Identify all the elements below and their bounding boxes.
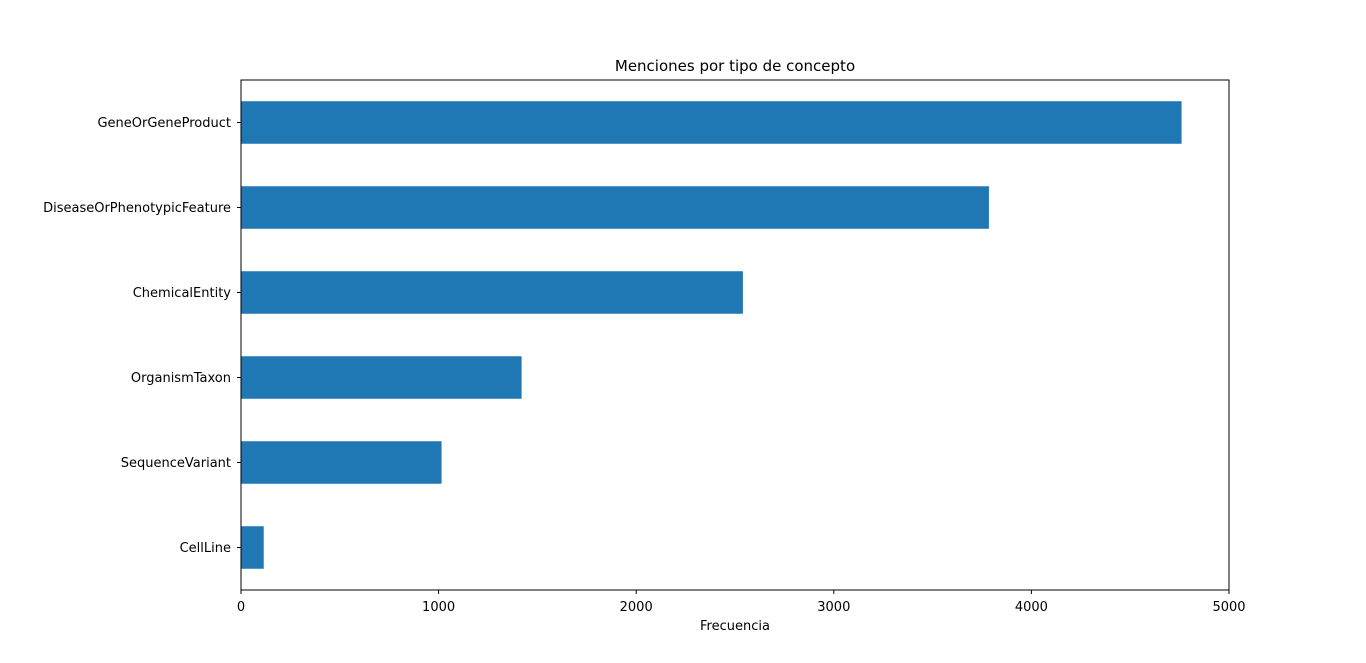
chart-title: Menciones por tipo de concepto bbox=[615, 57, 855, 75]
x-axis-label: Frecuencia bbox=[700, 619, 770, 634]
y-tick-label: ChemicalEntity bbox=[133, 286, 232, 301]
x-axis: 0 1000 2000 3000 4000 5000 bbox=[237, 590, 1246, 615]
x-tick-label: 0 bbox=[237, 600, 245, 615]
bar-CellLine bbox=[241, 526, 264, 569]
plot-frame bbox=[240, 79, 1230, 591]
y-tick-label: DiseaseOrPhenotypicFeature bbox=[43, 201, 231, 216]
bar-ChemicalEntity bbox=[241, 271, 743, 314]
bar-GeneOrGeneProduct bbox=[241, 101, 1182, 144]
x-tick-label: 4000 bbox=[1015, 600, 1048, 615]
y-tick-label: SequenceVariant bbox=[121, 456, 231, 471]
y-tick-label: GeneOrGeneProduct bbox=[97, 116, 231, 131]
bars-group bbox=[241, 101, 1182, 569]
bar-SequenceVariant bbox=[241, 441, 442, 484]
x-tick-label: 3000 bbox=[817, 600, 850, 615]
y-tick-label: OrganismTaxon bbox=[131, 371, 231, 386]
x-tick-label: 1000 bbox=[422, 600, 455, 615]
bar-DiseaseOrPhenotypicFeature bbox=[241, 186, 989, 229]
x-tick-label: 2000 bbox=[620, 600, 653, 615]
bar-OrganismTaxon bbox=[241, 356, 522, 399]
y-axis: GeneOrGeneProduct DiseaseOrPhenotypicFeat… bbox=[43, 116, 241, 556]
x-tick-label: 5000 bbox=[1212, 600, 1245, 615]
y-tick-label: CellLine bbox=[180, 541, 231, 556]
